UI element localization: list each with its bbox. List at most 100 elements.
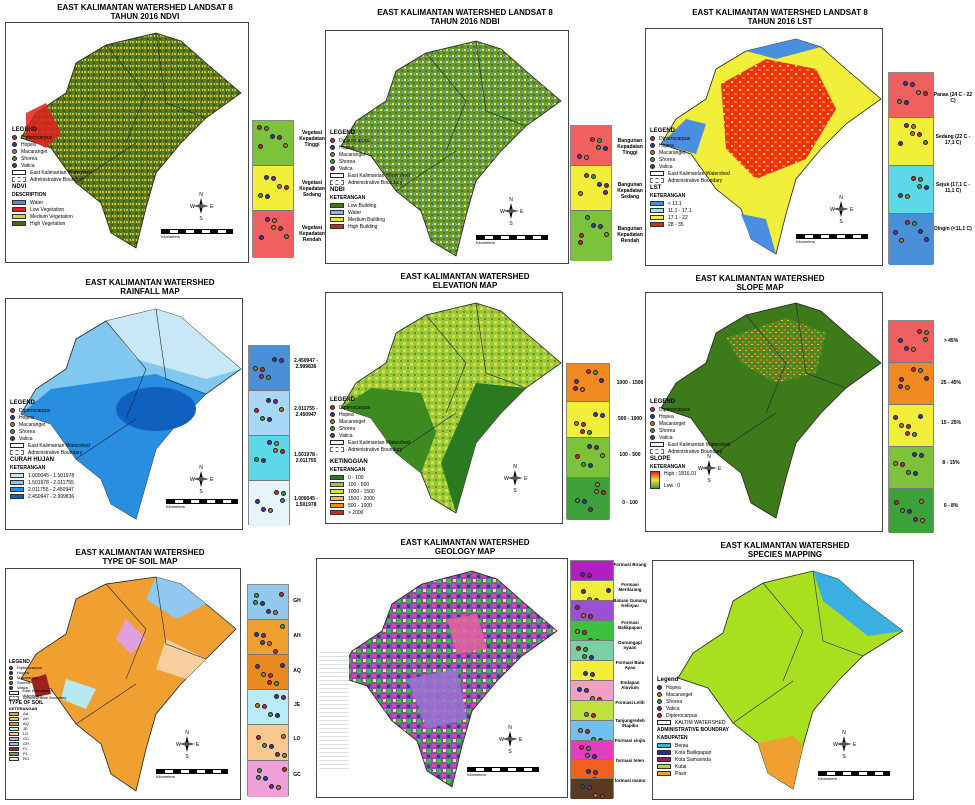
- species-sample-dot: [916, 90, 921, 95]
- svg-text:N: N: [839, 195, 843, 201]
- species-sample-dot: [594, 598, 599, 600]
- panel-cell: [253, 166, 293, 211]
- panel-label: 15 - 25%: [940, 420, 961, 426]
- species-sample-dot: [899, 238, 904, 243]
- species-sample-dot: [274, 490, 279, 495]
- species-sample-dot: [582, 654, 587, 659]
- soil-title: EAST KALIMANTAN WATERSHED TYPE OF SOIL MA…: [75, 548, 205, 566]
- species-sample-dot: [273, 610, 278, 615]
- panel-label: 25 - 45%: [940, 380, 961, 386]
- species-sample-dot: [905, 385, 910, 390]
- species-sample-dot: [905, 194, 910, 199]
- species-sample-dot: [281, 734, 286, 739]
- svg-text:S: S: [508, 749, 512, 754]
- species-sample-dot: [261, 672, 266, 677]
- species-sample-dot: [894, 500, 899, 505]
- soil-map-frame: LEGEND Dipterocarpus Hopea Macaranget Sh…: [5, 568, 241, 800]
- species-sample-dot: [264, 126, 269, 131]
- species-sample-dot: [591, 174, 596, 179]
- species-sample-dot: [583, 647, 588, 652]
- panel-label: Bangunan Kepadatan Tinggi: [617, 138, 643, 156]
- svg-text:S: S: [509, 221, 513, 226]
- species-sample-dot: [574, 421, 579, 426]
- species-sample-dot: [906, 424, 911, 429]
- species-sample-dot: [274, 441, 279, 446]
- species-sample-dot: [911, 124, 916, 129]
- panel-label: LO: [293, 736, 301, 742]
- species-sample-dot: [604, 232, 609, 237]
- species-sample-dot: [281, 491, 286, 496]
- species-sample-dot: [575, 605, 580, 610]
- panel-label: 2.011755 - 2.450947: [294, 406, 318, 418]
- species-sample-dot: [265, 217, 270, 222]
- species-sample-dot: [900, 462, 905, 467]
- svg-text:N: N: [509, 197, 513, 203]
- species-sample-dot: [585, 215, 590, 220]
- species-sample-dot: [584, 712, 589, 717]
- elev-map-frame: LEGEND Dipterocarpus Hopea Macaranget Sh…: [325, 292, 563, 524]
- species-sample-dot: [269, 744, 274, 749]
- species-sample-dot: [580, 572, 585, 577]
- species-sample-dot: [587, 785, 592, 790]
- ndbi-map-frame: LEGEND Dipterocarpus Hopea Macaranget Sh…: [325, 30, 569, 264]
- panel-label: Formasi Meritarang: [618, 582, 642, 592]
- species-sample-dot: [918, 414, 923, 419]
- svg-text:W: W: [499, 737, 504, 743]
- scale-bar: Kilometers: [166, 499, 238, 509]
- species-sample-dot: [590, 696, 595, 700]
- svg-text:E: E: [850, 207, 854, 213]
- species-sample-dot: [268, 508, 273, 513]
- species-sample-dot: [267, 417, 272, 422]
- species-sample-dot: [923, 337, 928, 342]
- species-sample-dot: [268, 673, 273, 678]
- species-sample-dot: [578, 728, 583, 733]
- species-sample-dot: [598, 738, 603, 740]
- panel-label: Sedang (22 C - 17,1 C): [935, 134, 971, 146]
- species-sample-dot: [918, 229, 923, 234]
- species-sample-dot: [576, 646, 581, 651]
- species-sample-dot: [904, 123, 909, 128]
- species-sample-dot: [258, 144, 263, 149]
- panel-label: formasi telen: [615, 758, 644, 763]
- species-sample-dot: [276, 785, 281, 790]
- soil-class-panel: [247, 584, 289, 797]
- species-sample-dot: [284, 234, 289, 239]
- species-sample-dot: [575, 498, 580, 503]
- species-sample-dot: [283, 143, 288, 148]
- species-sample-dot: [263, 776, 268, 781]
- species-sample-dot: [261, 458, 266, 463]
- species-sample-dot: [905, 220, 910, 225]
- ndbi-title: EAST KALIMANTAN WATERSHED LANDSAT 8 TAHUN…: [377, 8, 553, 26]
- svg-text:W: W: [504, 476, 509, 482]
- panel-label: Vegetasi Kepadatan Rendah: [299, 225, 325, 243]
- species-sample-dot: [597, 182, 602, 187]
- panel-label: Formasi Batu Ayau: [615, 660, 645, 670]
- species-sample-dot: [600, 794, 605, 799]
- svg-text:E: E: [210, 204, 214, 210]
- species-sample-dot: [273, 399, 278, 404]
- species-sample-dot: [581, 589, 586, 594]
- species-sample-dot: [597, 697, 602, 700]
- species-sample-dot: [258, 193, 263, 198]
- panel-label: GH: [293, 598, 301, 604]
- species-sample-dot: [279, 358, 284, 363]
- panel-label: 2.450947 - 2.999836: [294, 358, 318, 370]
- svg-text:E: E: [853, 742, 857, 748]
- ndvi-class-panel: [252, 120, 294, 258]
- species-sample-dot: [577, 687, 582, 692]
- species-sample-dot: [593, 793, 598, 798]
- species-sample-dot: [578, 191, 583, 196]
- species-sample-dot: [596, 145, 601, 150]
- north-arrow-icon: N W E S: [698, 454, 722, 483]
- panel-label: Formasi Balikpapan: [617, 620, 642, 630]
- species-sample-dot: [282, 767, 287, 772]
- species-sample-dot: [279, 407, 284, 412]
- species-sample-dot: [918, 368, 923, 373]
- species-sample-dot: [603, 190, 608, 195]
- species-sample-dot: [900, 508, 905, 513]
- species-sample-dot: [585, 729, 590, 734]
- svg-text:S: S: [839, 219, 843, 224]
- species-sample-dot: [577, 154, 582, 159]
- ndvi-title: EAST KALIMANTAN WATERSHED LANDSAT 8 TAHUN…: [57, 3, 233, 21]
- panel-label: formasi mamu: [614, 778, 646, 783]
